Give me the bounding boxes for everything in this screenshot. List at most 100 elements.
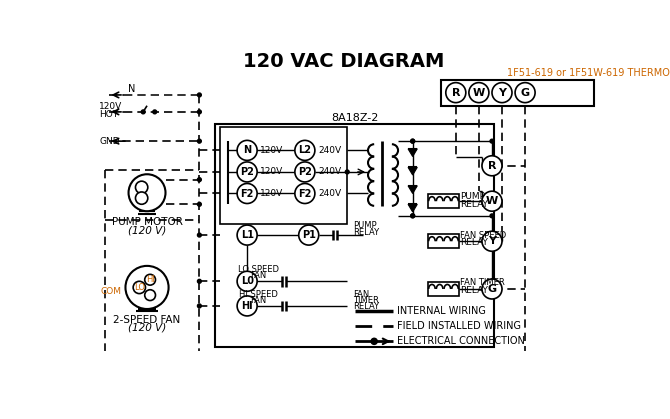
Circle shape [135, 181, 148, 194]
Text: Y: Y [498, 88, 506, 98]
Circle shape [295, 162, 315, 182]
Bar [428, 194, 459, 208]
Text: 2-SPEED FAN: 2-SPEED FAN [113, 315, 181, 325]
Text: L0: L0 [241, 276, 254, 286]
Text: INTERNAL WIRING: INTERNAL WIRING [397, 305, 486, 316]
Circle shape [198, 233, 201, 237]
Circle shape [198, 139, 201, 143]
Circle shape [198, 178, 201, 181]
Text: FAN: FAN [251, 296, 267, 305]
Circle shape [411, 214, 415, 218]
Circle shape [141, 110, 145, 114]
Text: LO: LO [134, 283, 145, 292]
Circle shape [198, 279, 201, 283]
Bar [220, 127, 347, 223]
Text: 240V: 240V [318, 189, 341, 198]
Text: 240V: 240V [318, 168, 341, 176]
Text: PUMP: PUMP [460, 192, 485, 201]
Text: RELAY: RELAY [460, 286, 488, 295]
Text: 240V: 240V [318, 146, 341, 155]
Polygon shape [408, 149, 417, 157]
Text: 120V: 120V [99, 102, 123, 111]
Text: RELAY: RELAY [353, 228, 379, 237]
Text: P2: P2 [240, 167, 254, 177]
Text: RELAY: RELAY [460, 200, 488, 209]
Text: FAN TIMER: FAN TIMER [460, 278, 505, 287]
Circle shape [237, 162, 257, 182]
Text: (120 V): (120 V) [128, 225, 166, 235]
Circle shape [198, 202, 201, 206]
Text: 1F51-619 or 1F51W-619 THERMOSTAT: 1F51-619 or 1F51W-619 THERMOSTAT [507, 68, 670, 78]
Text: FAN: FAN [251, 272, 267, 280]
Text: COM: COM [100, 287, 122, 296]
Circle shape [125, 266, 169, 309]
Text: HI: HI [145, 275, 155, 284]
Circle shape [198, 93, 201, 97]
Circle shape [198, 304, 201, 308]
Text: R: R [452, 88, 460, 98]
Polygon shape [408, 186, 417, 194]
Text: L1: L1 [241, 230, 254, 240]
Text: G: G [521, 88, 530, 98]
Text: 8A18Z-2: 8A18Z-2 [331, 113, 379, 123]
Bar [428, 234, 459, 248]
Circle shape [515, 83, 535, 103]
Circle shape [482, 231, 502, 251]
Text: 120V: 120V [260, 146, 283, 155]
Circle shape [295, 140, 315, 160]
Circle shape [295, 184, 315, 204]
Text: ELECTRICAL CONNECTION: ELECTRICAL CONNECTION [397, 336, 525, 347]
Circle shape [490, 139, 494, 143]
Circle shape [411, 139, 415, 143]
Circle shape [237, 271, 257, 291]
Text: P1: P1 [302, 230, 316, 240]
Text: FAN: FAN [353, 290, 370, 299]
Text: FIELD INSTALLED WIRING: FIELD INSTALLED WIRING [397, 321, 521, 331]
Text: TIMER: TIMER [353, 296, 379, 305]
Circle shape [371, 338, 377, 344]
Circle shape [345, 170, 349, 174]
Circle shape [237, 184, 257, 204]
Circle shape [490, 214, 494, 218]
Circle shape [411, 214, 415, 218]
Bar [215, 124, 494, 347]
Circle shape [135, 192, 148, 204]
Text: PUMP MOTOR: PUMP MOTOR [112, 217, 182, 227]
Text: W: W [486, 196, 498, 206]
Circle shape [446, 83, 466, 103]
Circle shape [237, 225, 257, 245]
Text: RELAY: RELAY [460, 238, 488, 247]
Circle shape [145, 274, 155, 285]
Circle shape [133, 281, 145, 294]
Circle shape [129, 174, 165, 211]
Text: (120 V): (120 V) [128, 323, 166, 333]
Text: HI: HI [241, 301, 253, 311]
Polygon shape [408, 167, 417, 175]
Circle shape [411, 139, 415, 143]
Text: G: G [487, 284, 496, 294]
Text: N: N [243, 145, 251, 155]
Text: FAN SPEED: FAN SPEED [460, 230, 507, 240]
Circle shape [145, 290, 155, 300]
Text: 120V: 120V [260, 168, 283, 176]
Circle shape [482, 191, 502, 211]
Circle shape [237, 140, 257, 160]
Circle shape [469, 83, 489, 103]
Text: GND: GND [99, 137, 120, 146]
Text: PUMP: PUMP [353, 221, 377, 230]
Text: R: R [488, 161, 496, 171]
Text: LO SPEED: LO SPEED [238, 265, 279, 274]
Circle shape [482, 156, 502, 176]
Circle shape [153, 110, 157, 114]
Bar [441, 80, 594, 106]
Bar [428, 282, 459, 296]
Text: HOT: HOT [99, 110, 119, 119]
Text: F2: F2 [298, 189, 312, 199]
Text: F2: F2 [241, 189, 254, 199]
Circle shape [198, 110, 201, 114]
Text: L2: L2 [298, 145, 312, 155]
Circle shape [492, 83, 512, 103]
Text: 120V: 120V [260, 189, 283, 198]
Circle shape [482, 279, 502, 299]
Circle shape [237, 296, 257, 316]
